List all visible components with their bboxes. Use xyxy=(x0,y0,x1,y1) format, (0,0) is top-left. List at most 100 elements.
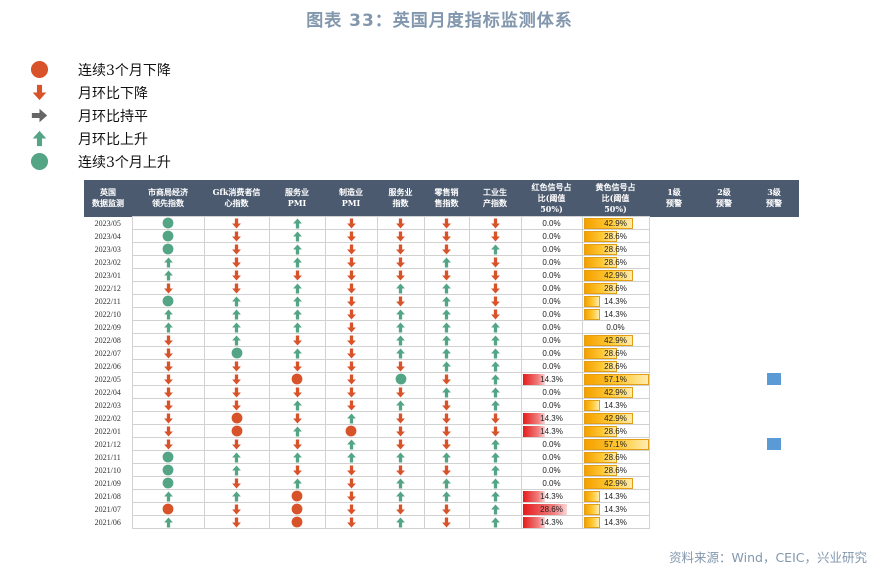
arrow-up-icon xyxy=(232,296,241,306)
arrow-up-icon xyxy=(490,374,500,384)
table-row: 2023/01 0.0% 42.9% xyxy=(84,268,799,282)
column-header: 服务业 PMI xyxy=(269,180,325,217)
arrow-down-icon xyxy=(292,387,302,397)
yellow-signal-cell: 42.9% xyxy=(581,333,650,347)
arrow-up-icon xyxy=(442,257,451,267)
red-ratio-value: 14.3% xyxy=(540,517,563,527)
signal-cell xyxy=(131,424,205,438)
signal-cell xyxy=(268,424,326,438)
signal-cell xyxy=(423,255,470,269)
arrow-up-icon xyxy=(490,452,500,462)
green-circle-icon xyxy=(162,451,174,463)
arrow-down-icon xyxy=(396,439,405,449)
arrow-up-icon xyxy=(490,348,500,358)
arrow-down-icon xyxy=(232,517,241,527)
warning-level-3-cell xyxy=(749,295,799,308)
arrow-up-icon xyxy=(490,244,500,254)
warning-level-2-cell xyxy=(699,295,749,308)
arrow-up-icon xyxy=(163,270,173,280)
warning-level-1-cell xyxy=(649,282,699,295)
legend-symbol xyxy=(28,129,50,149)
warning-level-3-cell xyxy=(749,217,799,230)
yellow-ratio-value: 28.6% xyxy=(604,283,627,293)
arrow-down-icon xyxy=(232,244,241,254)
yellow-ratio-bar xyxy=(583,412,633,424)
signal-cell xyxy=(468,463,522,477)
arrow-down-icon xyxy=(346,478,356,488)
arrow-down-icon xyxy=(163,335,173,345)
red-signal-cell: 0.0% xyxy=(520,294,583,308)
signal-cell xyxy=(468,372,522,386)
arrow-down-icon xyxy=(442,270,451,280)
yellow-ratio-bar xyxy=(583,243,617,255)
yellow-ratio-value: 28.6% xyxy=(604,361,627,371)
red-ratio-bar xyxy=(522,373,545,385)
arrow-up-icon xyxy=(490,335,500,345)
warning-level-3-cell xyxy=(749,490,799,503)
warning-level-1-cell xyxy=(649,399,699,412)
signal-cell xyxy=(423,359,470,373)
green-circle-icon xyxy=(162,217,174,229)
signal-cell xyxy=(203,268,270,282)
column-header: 3级 预警 xyxy=(749,180,799,217)
table-row: 2022/05 14.3% 57.1% xyxy=(84,372,799,386)
warning-level-2-cell xyxy=(699,464,749,477)
red-circle-icon xyxy=(345,425,357,437)
signal-cell xyxy=(268,320,326,334)
red-ratio-value: 0.0% xyxy=(542,361,561,371)
signal-cell xyxy=(376,398,425,412)
red-ratio-value: 0.0% xyxy=(542,439,561,449)
warning-level-3-cell xyxy=(749,503,799,516)
warning-level-2-cell xyxy=(699,334,749,347)
yellow-ratio-value: 42.9% xyxy=(604,270,627,280)
signal-cell xyxy=(423,463,470,477)
warning-level-1-cell xyxy=(649,451,699,464)
table-row: 2021/12 0.0% 57.1% xyxy=(84,437,799,451)
signal-cell xyxy=(131,385,205,399)
arrow-up-icon xyxy=(292,218,302,228)
signal-cell xyxy=(376,333,425,347)
arrow-down-icon xyxy=(232,361,241,371)
signal-cell xyxy=(203,489,270,503)
arrow-down-icon xyxy=(346,335,356,345)
arrow-up-icon xyxy=(292,231,302,241)
warning-level-3-cell xyxy=(749,399,799,412)
arrow-down-icon xyxy=(232,439,241,449)
signal-cell xyxy=(268,385,326,399)
arrow-down-icon xyxy=(232,374,241,384)
signal-cell xyxy=(468,281,522,295)
yellow-signal-cell: 42.9% xyxy=(581,268,650,282)
signal-cell xyxy=(131,242,205,256)
arrow-down-icon xyxy=(346,283,356,293)
signal-cell xyxy=(468,307,522,321)
signal-cell xyxy=(203,385,270,399)
arrow-up-icon xyxy=(442,335,451,345)
red-signal-cell: 0.0% xyxy=(520,437,583,451)
red-signal-cell: 0.0% xyxy=(520,359,583,373)
warning-level-2-cell xyxy=(699,503,749,516)
warning-level-1-cell xyxy=(649,516,699,529)
column-header: 市商局经济 领先指数 xyxy=(132,180,204,217)
signal-cell xyxy=(423,372,470,386)
yellow-signal-cell: 42.9% xyxy=(581,411,650,425)
arrow-down-icon xyxy=(396,257,405,267)
warning-level-1-cell xyxy=(649,373,699,386)
arrow-down-icon xyxy=(490,426,500,436)
signal-cell xyxy=(468,437,522,451)
yellow-ratio-value: 28.6% xyxy=(604,257,627,267)
yellow-ratio-bar xyxy=(583,516,600,528)
table-row: 2022/02 14.3% 42.9% xyxy=(84,411,799,425)
signal-cell xyxy=(324,424,378,438)
signal-cell xyxy=(131,229,205,243)
source-note: 资料来源：Wind，CEIC，兴业研究 xyxy=(669,550,867,565)
warning-level-1-cell xyxy=(649,503,699,516)
arrow-down-icon xyxy=(396,231,405,241)
arrow-down-icon xyxy=(490,283,500,293)
arrow-down-icon xyxy=(346,244,356,254)
page-title: 图表 33：英国月度指标监测体系 xyxy=(306,11,573,31)
arrow-up-icon xyxy=(163,517,173,527)
red-ratio-bar xyxy=(522,490,545,502)
legend-label: 月环比上升 xyxy=(78,131,148,148)
arrow-up-icon xyxy=(163,322,173,332)
signal-cell xyxy=(268,502,326,516)
